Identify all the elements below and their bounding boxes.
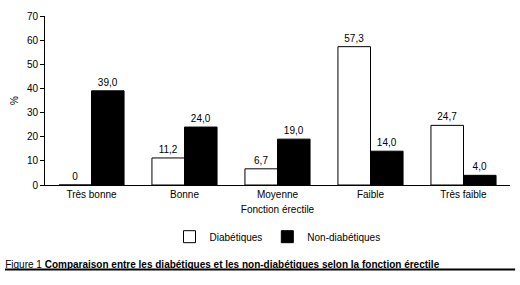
svg-text:60: 60 bbox=[27, 35, 39, 46]
svg-text:4,0: 4,0 bbox=[473, 161, 487, 172]
svg-text:50: 50 bbox=[27, 59, 39, 70]
svg-text:24,0: 24,0 bbox=[191, 113, 211, 124]
svg-text:Faible: Faible bbox=[357, 189, 385, 200]
svg-text:Bonne: Bonne bbox=[170, 189, 199, 200]
svg-text:10: 10 bbox=[27, 155, 39, 166]
svg-text:14,0: 14,0 bbox=[377, 137, 397, 148]
svg-text:%: % bbox=[9, 96, 20, 105]
svg-text:40: 40 bbox=[27, 83, 39, 94]
svg-text:Très bonne: Très bonne bbox=[66, 189, 117, 200]
svg-text:24,7: 24,7 bbox=[437, 111, 457, 122]
svg-text:6,7: 6,7 bbox=[254, 155, 268, 166]
svg-text:39,0: 39,0 bbox=[98, 77, 118, 88]
svg-text:Figure 1 Comparaison entre les: Figure 1 Comparaison entre les diabétiqu… bbox=[5, 259, 439, 270]
svg-text:Fonction érectile: Fonction érectile bbox=[241, 204, 315, 215]
svg-text:0: 0 bbox=[72, 171, 78, 182]
svg-text:Moyenne: Moyenne bbox=[257, 189, 299, 200]
svg-text:19,0: 19,0 bbox=[284, 125, 304, 136]
svg-text:70: 70 bbox=[27, 11, 39, 22]
svg-text:57,3: 57,3 bbox=[344, 33, 364, 44]
svg-text:11,2: 11,2 bbox=[159, 144, 178, 155]
svg-text:Diabétiques: Diabétiques bbox=[210, 232, 263, 243]
svg-text:20: 20 bbox=[27, 131, 39, 142]
svg-text:0: 0 bbox=[32, 180, 38, 191]
svg-text:Non-diabétiques: Non-diabétiques bbox=[307, 232, 380, 243]
svg-text:30: 30 bbox=[27, 107, 39, 118]
svg-text:Très faible: Très faible bbox=[440, 189, 487, 200]
